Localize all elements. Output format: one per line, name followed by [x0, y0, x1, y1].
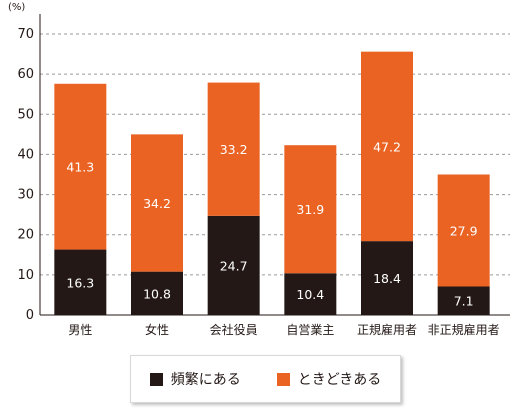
- x-axis-categories: 男性 女性 会社役員 自営業主 正規雇用者 非正規雇用者: [68, 322, 499, 337]
- bar-segment-sometimes: [437, 174, 490, 287]
- data-label: 47.2: [373, 139, 401, 154]
- legend-item-frequent: 頻繁にある: [149, 369, 241, 389]
- data-label: 41.3: [66, 160, 94, 175]
- data-label: 24.7: [220, 258, 248, 273]
- bar-segment-sometimes: [361, 51, 413, 242]
- bar-segment-sometimes: [131, 134, 183, 272]
- legend-item-sometimes: ときどきある: [276, 369, 382, 389]
- x-category-label: 正規雇用者: [357, 322, 417, 337]
- data-label: 7.1: [454, 294, 474, 309]
- bar-segment-frequent: [207, 215, 260, 315]
- legend-swatch-sometimes: [276, 372, 290, 386]
- data-label: 31.9: [296, 202, 324, 217]
- data-label: 10.4: [296, 287, 324, 302]
- data-label: 27.9: [450, 223, 478, 238]
- legend-label-sometimes: ときどきある: [297, 372, 382, 388]
- legend-swatch-frequent: [149, 372, 163, 386]
- data-label: 10.8: [143, 286, 171, 301]
- x-category-label: 女性: [145, 322, 169, 337]
- x-category-label: 自営業主: [286, 323, 334, 337]
- bar-segment-sometimes: [284, 145, 337, 274]
- bar-group: 16.3 41.3 10.8 34.2 24.7 33.2 10.4 31.9 18.4 47.2…: [54, 51, 490, 315]
- stacked-bar-chart: 0 10 20 30 40 50 60 70 (%) 16.3 41.3 10.8 34.2 24.7…: [8, 2, 510, 337]
- y-tick-label: 10: [17, 268, 34, 283]
- bar-segment-frequent: [361, 241, 413, 315]
- bar-segment-sometimes: [207, 82, 260, 216]
- bar-segment-frequent: [54, 249, 107, 315]
- gridlines: [40, 33, 510, 276]
- legend: 頻繁にある ときどきある: [130, 355, 401, 403]
- y-axis-unit: (%): [8, 2, 25, 13]
- x-category-label: 男性: [68, 323, 92, 337]
- y-tick-label: 60: [17, 67, 34, 82]
- bar-segment-frequent: [284, 273, 337, 315]
- x-category-label: 会社役員: [210, 322, 258, 337]
- data-label: 34.2: [143, 196, 171, 211]
- bar-segment-frequent: [131, 271, 183, 315]
- y-tick-label: 30: [17, 188, 34, 203]
- data-label: 16.3: [66, 275, 94, 290]
- y-tick-label: 20: [17, 228, 34, 243]
- y-tick-label: 0: [26, 308, 34, 323]
- legend-label-frequent: 頻繁にある: [170, 372, 241, 388]
- y-tick-label: 50: [17, 107, 34, 122]
- data-label: 33.2: [220, 142, 248, 157]
- y-tick-label: 40: [17, 147, 34, 162]
- bar-segment-sometimes: [54, 83, 107, 250]
- bar-segment-frequent: [437, 286, 490, 315]
- data-label: 18.4: [373, 271, 401, 286]
- y-axis-ticks: 0 10 20 30 40 50 60 70: [17, 27, 34, 323]
- y-tick-label: 70: [17, 27, 34, 42]
- x-category-label: 非正規雇用者: [428, 322, 500, 337]
